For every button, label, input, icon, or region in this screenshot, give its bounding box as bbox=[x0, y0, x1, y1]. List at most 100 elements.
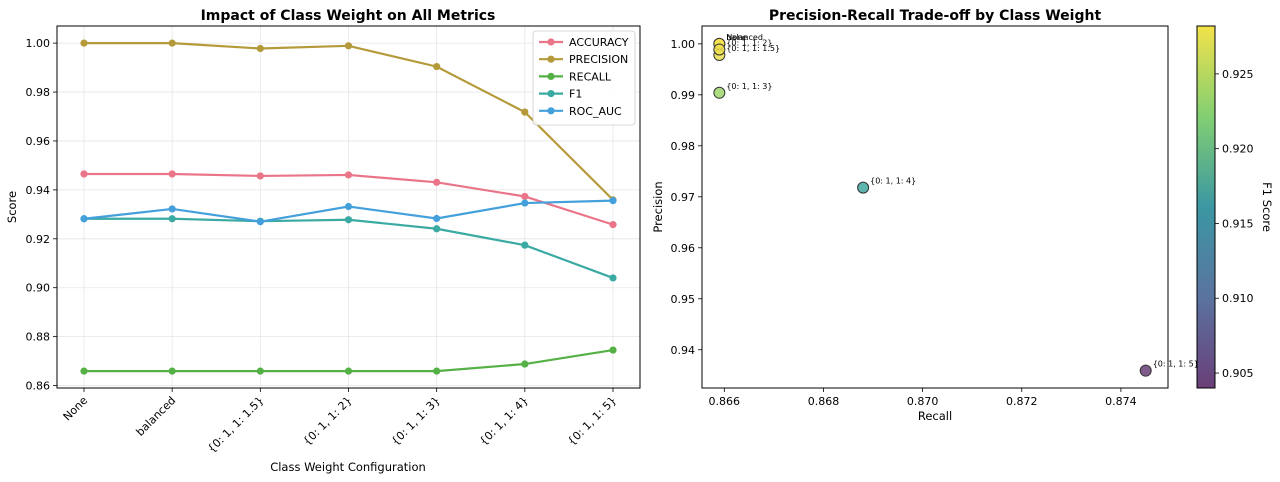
scatter-chart-x-ticks: 0.866 0.868 0.870 0.872 0.874 bbox=[709, 388, 1137, 408]
data-point-recall bbox=[168, 367, 176, 375]
scatter-chart-plot-area bbox=[701, 25, 1169, 389]
y-tick-label: 0.88 bbox=[26, 331, 51, 344]
line-chart-x-ticks: None balanced {0: 1, 1: 1.5} {0: 1, 1: 2} {0… bbox=[61, 388, 619, 455]
x-tick-label: None bbox=[61, 394, 91, 424]
legend-swatch-marker bbox=[547, 107, 555, 115]
x-tick-label: 0.874 bbox=[1105, 395, 1137, 408]
x-tick-label: 0.866 bbox=[709, 395, 741, 408]
colorbar-label: F1 Score bbox=[1260, 182, 1274, 232]
line-chart-grid bbox=[57, 26, 640, 388]
line-chart: Impact of Class Weight on All Metrics 0.… bbox=[5, 8, 641, 474]
colorbar: 0.905 0.910 0.915 0.920 0.925 F1 Score bbox=[1196, 25, 1274, 389]
y-tick-label: 0.98 bbox=[671, 140, 696, 153]
data-point-accuracy bbox=[80, 170, 88, 178]
y-tick-label: 0.96 bbox=[26, 135, 51, 148]
line-chart-legend: ACCURACY PRECISION RECALL F1 ROC_AUC bbox=[532, 30, 636, 126]
scatter-chart-title: Precision-Recall Trade-off by Class Weig… bbox=[769, 8, 1102, 24]
data-point-recall bbox=[256, 367, 264, 375]
x-tick-label: {0: 1, 1: 3} bbox=[389, 394, 443, 448]
data-point-accuracy bbox=[168, 170, 176, 178]
x-tick-label: balanced bbox=[134, 394, 179, 439]
y-tick-label: 0.94 bbox=[671, 344, 696, 357]
data-point-precision bbox=[433, 63, 441, 71]
data-point-precision bbox=[344, 42, 353, 50]
legend-label: ACCURACY bbox=[569, 36, 629, 49]
data-point-f1 bbox=[609, 274, 617, 282]
y-tick-label: 0.90 bbox=[26, 282, 51, 295]
data-point-accuracy bbox=[256, 172, 264, 180]
x-tick-label: 0.872 bbox=[1006, 395, 1038, 408]
data-point-precision bbox=[168, 39, 176, 47]
colorbar-tick-label: 0.925 bbox=[1222, 68, 1254, 81]
legend-label: ROC_AUC bbox=[569, 105, 622, 118]
y-tick-label: 0.86 bbox=[26, 380, 51, 393]
line-chart-y-ticks: 0.86 0.88 0.90 0.92 0.94 0.96 0.98 1.00 bbox=[26, 37, 57, 393]
line-chart-x-axis-label: Class Weight Configuration bbox=[270, 460, 426, 474]
legend-swatch-marker bbox=[547, 38, 555, 46]
data-point-accuracy bbox=[609, 221, 617, 229]
scatter-chart-y-axis-label: Precision bbox=[651, 181, 665, 232]
data-point-f1 bbox=[344, 216, 353, 224]
colorbar-gradient bbox=[1196, 25, 1216, 389]
y-tick-label: 0.95 bbox=[671, 293, 696, 306]
data-point-recall bbox=[344, 367, 353, 375]
colorbar-tick-label: 0.910 bbox=[1222, 292, 1254, 305]
y-tick-label: 0.92 bbox=[26, 233, 51, 246]
data-point-precision bbox=[256, 44, 264, 53]
point-annotation: {0: 1, 1: 3} bbox=[726, 82, 772, 91]
y-tick-label: 0.98 bbox=[26, 86, 51, 99]
legend-swatch-marker bbox=[547, 55, 555, 63]
y-tick-label: 0.99 bbox=[671, 89, 696, 102]
data-point-f1 bbox=[521, 241, 529, 249]
scatter-point bbox=[713, 86, 726, 99]
y-tick-label: 0.97 bbox=[671, 191, 696, 204]
scatter-point bbox=[1139, 364, 1152, 377]
data-point-precision bbox=[521, 108, 529, 116]
point-annotation: {0: 1, 1: 1.5} bbox=[726, 44, 780, 53]
data-point-roc_auc bbox=[168, 205, 176, 213]
line-chart-y-axis-label: Score bbox=[5, 191, 19, 223]
data-point-roc_auc bbox=[433, 214, 441, 223]
data-point-roc_auc bbox=[521, 199, 529, 207]
data-point-roc_auc bbox=[609, 197, 617, 205]
point-annotation: {0: 1, 1: 2} bbox=[726, 38, 772, 47]
data-point-roc_auc bbox=[80, 215, 88, 223]
line-chart-title: Impact of Class Weight on All Metrics bbox=[201, 8, 496, 24]
colorbar-ticks: 0.905 0.910 0.915 0.920 0.925 bbox=[1215, 68, 1254, 380]
legend-swatch-marker bbox=[547, 72, 555, 80]
data-point-f1 bbox=[433, 225, 441, 233]
data-point-roc_auc bbox=[344, 202, 353, 211]
y-tick-label: 1.00 bbox=[671, 38, 696, 51]
data-point-accuracy bbox=[344, 171, 353, 179]
y-tick-label: 0.96 bbox=[671, 242, 696, 255]
legend-box bbox=[532, 30, 636, 126]
data-point-recall bbox=[609, 346, 617, 354]
scatter-point bbox=[713, 43, 726, 56]
data-point-recall bbox=[521, 360, 529, 368]
scatter-chart-x-axis-label: Recall bbox=[918, 409, 952, 423]
colorbar-tick-label: 0.905 bbox=[1222, 367, 1254, 380]
colorbar-tick-label: 0.920 bbox=[1222, 143, 1254, 156]
data-point-f1 bbox=[168, 215, 176, 223]
line-chart-series bbox=[80, 39, 617, 375]
data-point-recall bbox=[433, 367, 441, 375]
y-tick-label: 1.00 bbox=[26, 37, 51, 50]
data-point-precision bbox=[80, 39, 88, 47]
y-tick-label: 0.94 bbox=[26, 184, 51, 197]
point-annotation: balanced bbox=[726, 33, 763, 42]
x-tick-label: {0: 1, 1: 2} bbox=[301, 394, 355, 448]
scatter-chart-y-ticks: 0.94 0.95 0.96 0.97 0.98 0.99 1.00 bbox=[671, 38, 702, 357]
data-point-accuracy bbox=[521, 192, 529, 201]
x-tick-label: {0: 1, 1: 4} bbox=[477, 394, 531, 448]
scatter-chart: Precision-Recall Trade-off by Class Weig… bbox=[651, 8, 1199, 423]
scatter-point bbox=[857, 181, 870, 194]
x-tick-label: {0: 1, 1: 5} bbox=[565, 394, 619, 448]
legend-label: RECALL bbox=[569, 70, 612, 83]
x-tick-label: 0.868 bbox=[808, 395, 840, 408]
legend-label: F1 bbox=[569, 88, 582, 101]
colorbar-tick-label: 0.915 bbox=[1222, 217, 1254, 230]
point-annotation: {0: 1, 1: 4} bbox=[870, 177, 916, 186]
legend-label: PRECISION bbox=[569, 53, 628, 66]
